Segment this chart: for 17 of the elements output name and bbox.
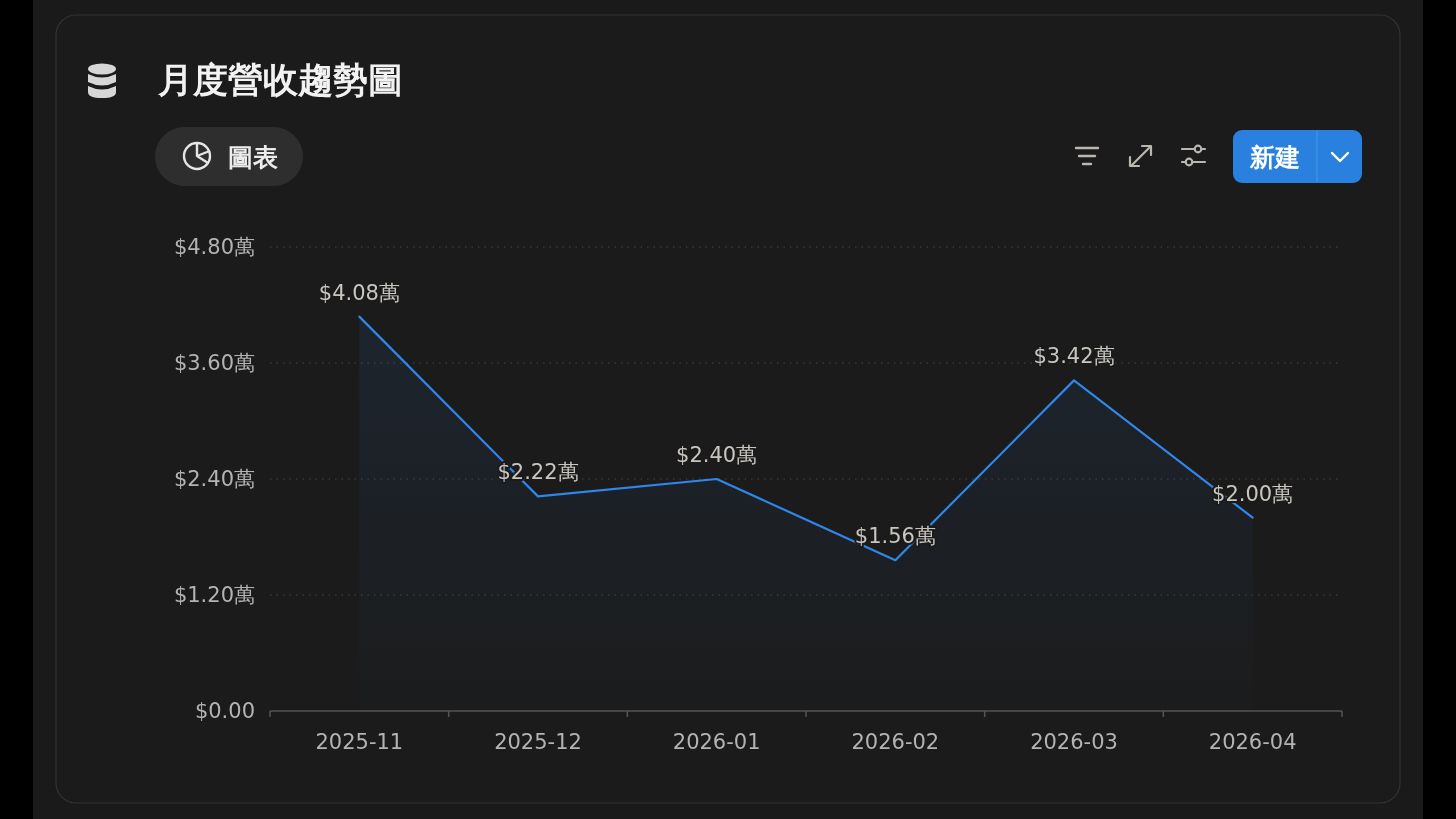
x-tick-label: 2026-01 (672, 730, 761, 754)
x-tick-label: 2026-03 (1030, 730, 1118, 754)
y-tick-label: $2.40萬 (173, 467, 255, 491)
x-tick-label: 2025-11 (315, 730, 404, 754)
text: 圖表 (228, 142, 278, 172)
y-tick-label: $0.00 (194, 699, 255, 723)
text: 新建 (1249, 142, 1300, 172)
x-tick-label: 2026-04 (1208, 730, 1297, 754)
x-tick-label: 2026-02 (851, 730, 940, 754)
chart-title: 月度營收趨勢圖 (157, 60, 403, 100)
y-tick-label: $3.60萬 (173, 351, 255, 375)
data-label: $3.42萬 (1033, 344, 1115, 369)
y-tick-label: $1.20萬 (173, 583, 255, 607)
y-tick-label: $4.80萬 (173, 235, 255, 259)
x-tick-label: 2025-12 (494, 730, 582, 754)
data-label: $4.08萬 (318, 280, 400, 305)
data-label: $2.40萬 (676, 443, 758, 467)
